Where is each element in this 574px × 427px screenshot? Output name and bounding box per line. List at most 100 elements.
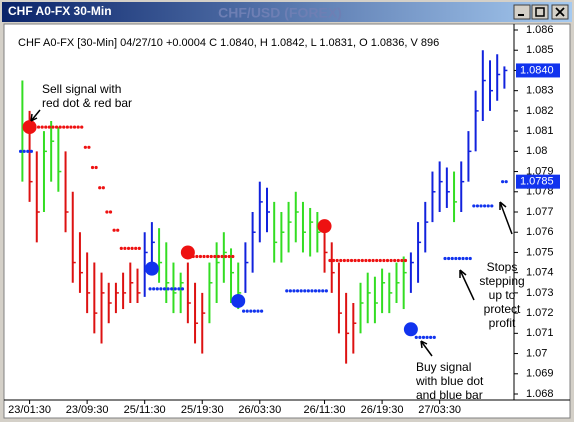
arrow (420, 340, 433, 357)
chart-area (3, 23, 571, 419)
stop-dot (292, 289, 296, 293)
stop-dot (475, 204, 480, 208)
title-bar (2, 2, 572, 22)
x-tick-label: 26/19:30 (361, 404, 404, 416)
minimize-button[interactable] (513, 4, 531, 20)
stop-dot (170, 287, 174, 291)
stop-dot (299, 289, 303, 293)
y-tick-label: 1.08 (526, 145, 547, 157)
stop-dot (331, 258, 336, 263)
price-label: 1.0840 (520, 64, 554, 76)
stop-dot (425, 335, 429, 339)
stop-dot (367, 258, 372, 263)
y-tick-label: 1.075 (526, 246, 554, 258)
stop-dot (105, 210, 109, 214)
stop-dot (346, 258, 350, 263)
stop-dot (454, 256, 458, 261)
price-label-box (516, 174, 560, 189)
stop-dot (209, 254, 213, 259)
x-tick-label: 26/11:30 (304, 404, 346, 416)
stop-dot (245, 309, 249, 313)
window-buttons[interactable] (513, 4, 569, 20)
y-tick-label: 1.068 (526, 388, 554, 400)
stop-dot (382, 258, 386, 263)
stop-dot (371, 258, 375, 263)
stop-dot (483, 204, 487, 208)
stop-dot (213, 254, 217, 259)
x-tick-label: 23/01:30 (8, 404, 51, 416)
stop-dot (342, 258, 346, 263)
stop-dot (375, 258, 379, 263)
signal-dot (403, 322, 418, 337)
stop-dot (152, 287, 156, 291)
y-tick-label: 1.079 (526, 165, 554, 177)
maximize-button[interactable] (531, 4, 549, 20)
stop-dot (242, 309, 246, 313)
stop-dot (98, 186, 102, 190)
stop-dot (227, 254, 231, 259)
annotation-text: Stops (487, 260, 518, 274)
stop-dot (112, 228, 116, 232)
stop-dot (108, 210, 113, 214)
annotation-text: stepping (479, 274, 524, 288)
stop-dot (130, 246, 134, 250)
stop-dot (447, 256, 451, 261)
stop-dot (18, 149, 23, 153)
price-label-box (516, 63, 560, 78)
stop-dot (349, 258, 354, 263)
stop-dot (321, 289, 325, 293)
maximize-icon (535, 7, 545, 17)
stop-dot (400, 258, 404, 263)
stop-dot (65, 125, 69, 129)
chart-header: CHF A0-FX [30-Min] 04/27/10 +0.0004 C 1.… (18, 37, 439, 49)
stop-dot (40, 125, 44, 129)
signal-dot (180, 245, 195, 260)
stop-dot (393, 258, 397, 263)
y-tick-label: 1.078 (526, 186, 554, 198)
stop-dot (501, 180, 505, 184)
annotation-text: Buy signal (416, 360, 471, 374)
stop-dot (335, 258, 339, 263)
stop-dot (69, 125, 73, 129)
stop-dot (285, 289, 289, 293)
stop-dot (457, 256, 462, 261)
stop-dot (58, 125, 62, 129)
annotation-text: profit (489, 316, 516, 330)
x-tick-label: 25/19:30 (181, 404, 224, 416)
arrow (30, 109, 41, 122)
stop-dot (479, 204, 483, 208)
signal-dot (317, 219, 332, 234)
stop-dot (252, 309, 257, 313)
stop-dot (418, 335, 422, 339)
stop-dot (490, 204, 494, 208)
stop-dot (396, 258, 400, 263)
stop-dot (36, 125, 41, 129)
stop-dot (216, 254, 221, 259)
y-tick-label: 1.07 (526, 347, 547, 359)
stop-dot (313, 289, 318, 293)
stop-dot (90, 165, 95, 170)
stop-dot (87, 145, 91, 149)
y-tick-label: 1.085 (526, 44, 554, 56)
y-tick-label: 1.073 (526, 287, 554, 299)
stop-dot (195, 254, 199, 259)
annotations (30, 109, 513, 357)
price-label: 1.0785 (520, 176, 554, 188)
stop-dot (432, 335, 436, 339)
annotation-text: with blue dot (415, 374, 484, 388)
stop-dot (450, 256, 454, 261)
stop-dot (389, 258, 393, 263)
window-title: CHF A0-FX 30-Min (8, 4, 112, 18)
stop-dot (80, 125, 84, 129)
stop-dot (162, 287, 167, 291)
y-tick-label: 1.081 (526, 125, 554, 137)
stop-dot (353, 258, 357, 263)
stop-dot (116, 228, 120, 232)
stop-dot (202, 254, 206, 259)
stop-dot (385, 258, 390, 263)
annotation-text: protect (484, 302, 521, 316)
stop-dot (504, 180, 508, 184)
stop-dot (231, 254, 235, 259)
